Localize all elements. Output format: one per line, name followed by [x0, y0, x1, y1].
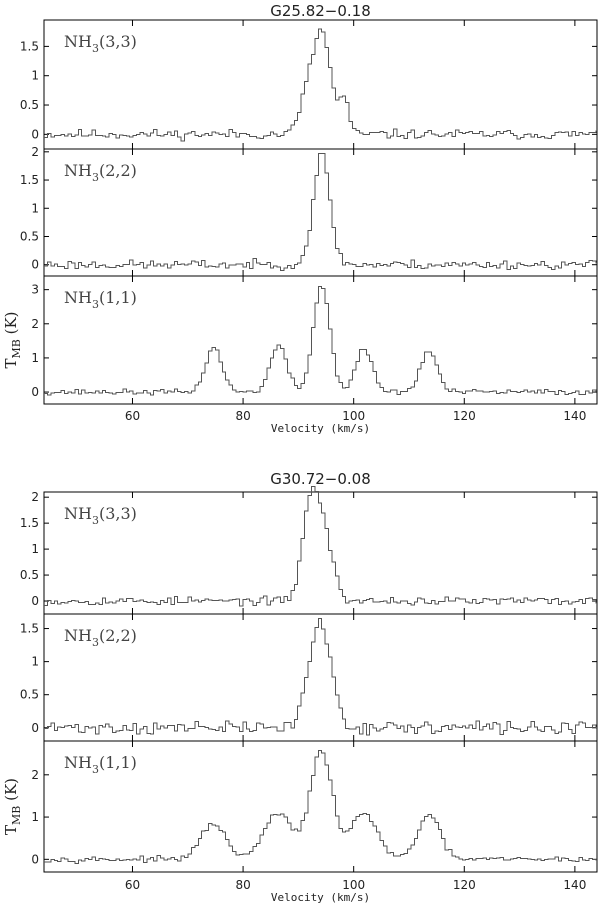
y-tick-label: 0.5 [20, 688, 39, 702]
y-tick-label: 0.5 [20, 98, 39, 112]
spectrum-panel-33: 0 0.5 1 1.5 2 NH3(3,3) [20, 485, 598, 615]
panel-frame [43, 275, 598, 405]
spectrum-panel-11: 0 1 2 3 NH3(1,1) TMB (K) [2, 275, 598, 405]
y-tick-label: 0 [31, 127, 39, 141]
y-tick-label: 1 [31, 542, 39, 556]
spectrum-line [44, 153, 597, 272]
panel-frame [43, 740, 598, 873]
x-tick-label: 140 [563, 878, 586, 892]
y-tick-label: 2 [31, 768, 39, 782]
x-axis-label: Velocity (km/s) [271, 891, 370, 903]
y-tick-label: 1.5 [20, 516, 39, 530]
y-tick-label: 2 [31, 490, 39, 504]
y-tick-label: 1.5 [20, 173, 39, 187]
spectrum-group-2: G30.72−0.08 0 0.5 1 1.5 2 NH3(3,3) 0 0.5 1 1.5 NH3(… [2, 470, 598, 903]
x-tick-label: 60 [125, 878, 140, 892]
y-tick-label: 2 [31, 145, 39, 159]
y-tick-label: 1 [31, 655, 39, 669]
x-tick-label: 140 [563, 409, 586, 423]
y-tick-label: 0.5 [20, 568, 39, 582]
y-tick-label: 2 [31, 317, 39, 331]
panel-label: NH3(1,1) [64, 288, 137, 311]
panel-label: NH3(2,2) [64, 161, 137, 184]
panel-label: NH3(3,3) [64, 32, 137, 55]
spectrum-line [44, 285, 597, 396]
panel-label: NH3(3,3) [64, 504, 137, 527]
group-title: G25.82−0.18 [270, 2, 371, 20]
x-tick-label: 80 [235, 409, 250, 423]
y-tick-label: 0.5 [20, 229, 39, 243]
group-title: G30.72−0.08 [270, 470, 371, 488]
y-tick-label: 0 [31, 258, 39, 272]
panel-label: NH3(2,2) [64, 626, 137, 649]
y-tick-label: 1 [31, 201, 39, 215]
spectrum-panel-22: 0 0.5 1 1.5 NH3(2,2) [20, 613, 598, 742]
x-tick-label: 100 [342, 878, 365, 892]
x-tick-label: 120 [453, 409, 476, 423]
spectrum-line [44, 485, 597, 607]
panel-label: NH3(1,1) [64, 753, 137, 776]
y-tick-label: 1.5 [20, 39, 39, 53]
spectrum-line [44, 617, 597, 736]
y-axis-label: TMB (K) [2, 311, 23, 368]
spectrum-line [44, 28, 597, 142]
y-tick-label: 0 [31, 594, 39, 608]
spectrum-panel-11: 0 1 2 NH3(1,1) TMB (K) [2, 740, 598, 873]
spectrum-panel-33: 0 0.5 1 1.5 NH3(3,3) [20, 19, 598, 150]
y-tick-label: 1.5 [20, 622, 39, 636]
spectrum-panel-22: 0 0.5 1 1.5 2 NH3(2,2) [20, 145, 598, 277]
y-tick-label: 1 [31, 351, 39, 365]
y-axis-label: TMB (K) [2, 778, 23, 835]
spectrum-group-1: G25.82−0.18 0 0.5 1 1.5 NH3(3,3) 0 0.5 1 1.5 2 NH3(… [2, 2, 598, 435]
y-tick-label: 3 [31, 283, 39, 297]
y-tick-label: 0 [31, 385, 39, 399]
y-tick-label: 1 [31, 810, 39, 824]
y-tick-label: 0 [31, 852, 39, 866]
x-tick-label: 100 [342, 409, 365, 423]
x-tick-label: 80 [235, 878, 250, 892]
x-axis-label: Velocity (km/s) [271, 422, 370, 435]
x-tick-label: 120 [453, 878, 476, 892]
x-tick-label: 60 [125, 409, 140, 423]
y-tick-label: 0 [31, 721, 39, 735]
spectrum-line [44, 749, 597, 864]
y-tick-label: 1 [31, 69, 39, 83]
